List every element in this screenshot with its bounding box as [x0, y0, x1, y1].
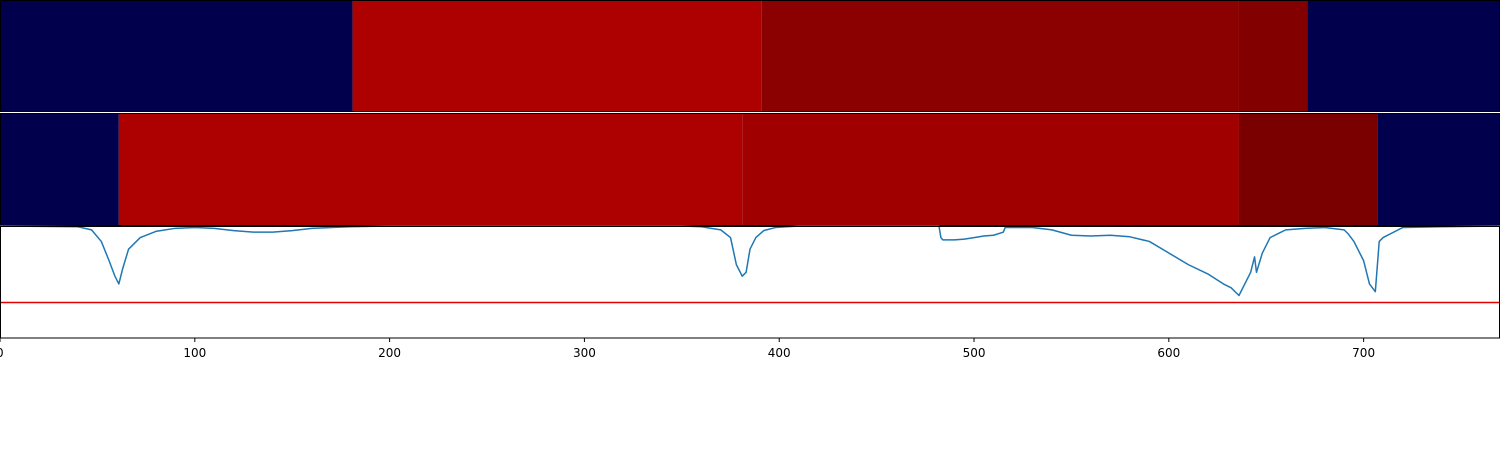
x-tick-label-0: 0: [0, 346, 4, 360]
line-plot-panel: 0 100 200 300 400 500 600 700: [0, 225, 1500, 360]
heatmap-top-segment-1: [0, 0, 353, 112]
heatmap-middle-segment-3: [742, 113, 1239, 226]
x-axis: 0 100 200 300 400 500 600 700: [0, 338, 1375, 360]
heatmap-middle-segment-2: [118, 113, 743, 226]
line-plot-background: [0, 226, 1500, 338]
x-tick-label-100: 100: [183, 346, 206, 360]
heatmap-middle-segment-5: [1377, 113, 1500, 226]
heatmap-row-top: [0, 0, 1500, 112]
x-tick-label-400: 400: [768, 346, 791, 360]
series-line: [0, 225, 1500, 297]
heatmap-top-segment-3: [761, 0, 1239, 112]
x-tick-label-500: 500: [963, 346, 986, 360]
x-tick-label-200: 200: [378, 346, 401, 360]
heatmap-top-segment-5: [1307, 0, 1500, 112]
x-tick-label-700: 700: [1352, 346, 1375, 360]
heatmap-top-segment-4: [1238, 0, 1308, 112]
x-tick-label-300: 300: [573, 346, 596, 360]
heatmap-row-middle: [0, 113, 1500, 226]
heatmap-middle-segment-1: [0, 113, 119, 226]
heatmap-middle-segment-4: [1238, 113, 1378, 226]
heatmap-top-segment-2: [352, 0, 762, 112]
x-tick-label-600: 600: [1157, 346, 1180, 360]
